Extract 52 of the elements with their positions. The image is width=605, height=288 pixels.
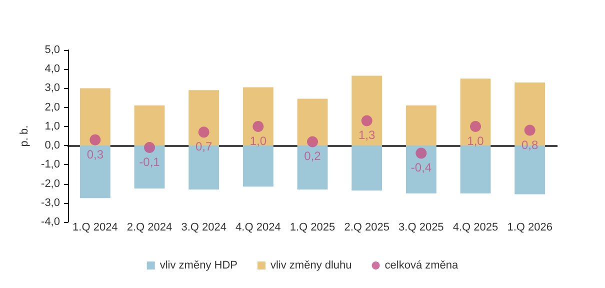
bar (134, 105, 165, 146)
y-axis-title: p. b. (18, 125, 31, 147)
point (307, 136, 318, 148)
bar (242, 87, 274, 146)
bar (80, 146, 110, 198)
y-tick-label: 4,0 (44, 63, 60, 76)
bar (460, 78, 491, 146)
legend-label: celková změna (384, 260, 460, 272)
x-tick-label: 3.Q 2024 (181, 222, 226, 234)
bar (297, 98, 328, 146)
data-label: 0,2 (304, 149, 322, 164)
bar (460, 146, 491, 194)
point (198, 126, 210, 138)
x-tick-label: 2.Q 2025 (344, 222, 390, 234)
x-tick-label: 1.Q 2026 (507, 222, 552, 234)
point (416, 148, 427, 159)
data-label: 1,3 (358, 128, 376, 142)
point (144, 142, 155, 153)
y-tick-label: -3,0 (41, 196, 60, 209)
x-tick-label: 1.Q 2024 (72, 222, 118, 234)
x-tick-label: 4.Q 2024 (236, 222, 281, 234)
y-tick-label: -2,0 (41, 178, 60, 190)
data-label: 1,0 (250, 134, 267, 148)
point (524, 124, 536, 136)
x-tick-label: 3.Q 2025 (398, 222, 444, 234)
point (361, 115, 372, 126)
x-tick-label: 2.Q 2024 (126, 222, 172, 234)
y-tick-label: 5,0 (44, 44, 60, 56)
data-label: 1,0 (467, 134, 484, 148)
point (470, 120, 481, 132)
y-tick-label: 0,0 (44, 140, 60, 152)
y-tick-label: 1,0 (44, 120, 60, 132)
data-label: -0,4 (410, 160, 432, 175)
y-tick-label: 2,0 (44, 101, 60, 114)
legend-label: vliv změny dluhu (270, 260, 352, 272)
x-tick-label: 1.Q 2025 (290, 222, 336, 234)
bar (352, 76, 382, 146)
x-tick-label: 4.Q 2025 (452, 222, 498, 234)
bar (80, 88, 110, 146)
legend-label: vliv změny HDP (160, 260, 238, 272)
y-tick-label: -1,0 (41, 158, 60, 171)
y-tick-label: 3,0 (44, 82, 60, 94)
bar (242, 146, 274, 187)
point (252, 120, 264, 132)
bar (406, 146, 436, 194)
y-tick-label: -4,0 (41, 216, 60, 228)
data-label: 0,3 (86, 147, 104, 162)
bar (406, 105, 436, 146)
data-label: -0,1 (139, 154, 160, 169)
bar (297, 146, 328, 190)
bar (352, 146, 382, 190)
point (90, 134, 101, 146)
